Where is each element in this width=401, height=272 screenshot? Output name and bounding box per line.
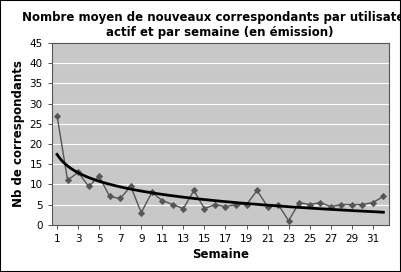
X-axis label: Semaine: Semaine: [192, 248, 249, 261]
Y-axis label: Nb de correspondants: Nb de correspondants: [12, 60, 25, 207]
Title: Nombre moyen de nouveaux correspondants par utilisateur
actif et par semaine (en: Nombre moyen de nouveaux correspondants …: [22, 11, 401, 39]
